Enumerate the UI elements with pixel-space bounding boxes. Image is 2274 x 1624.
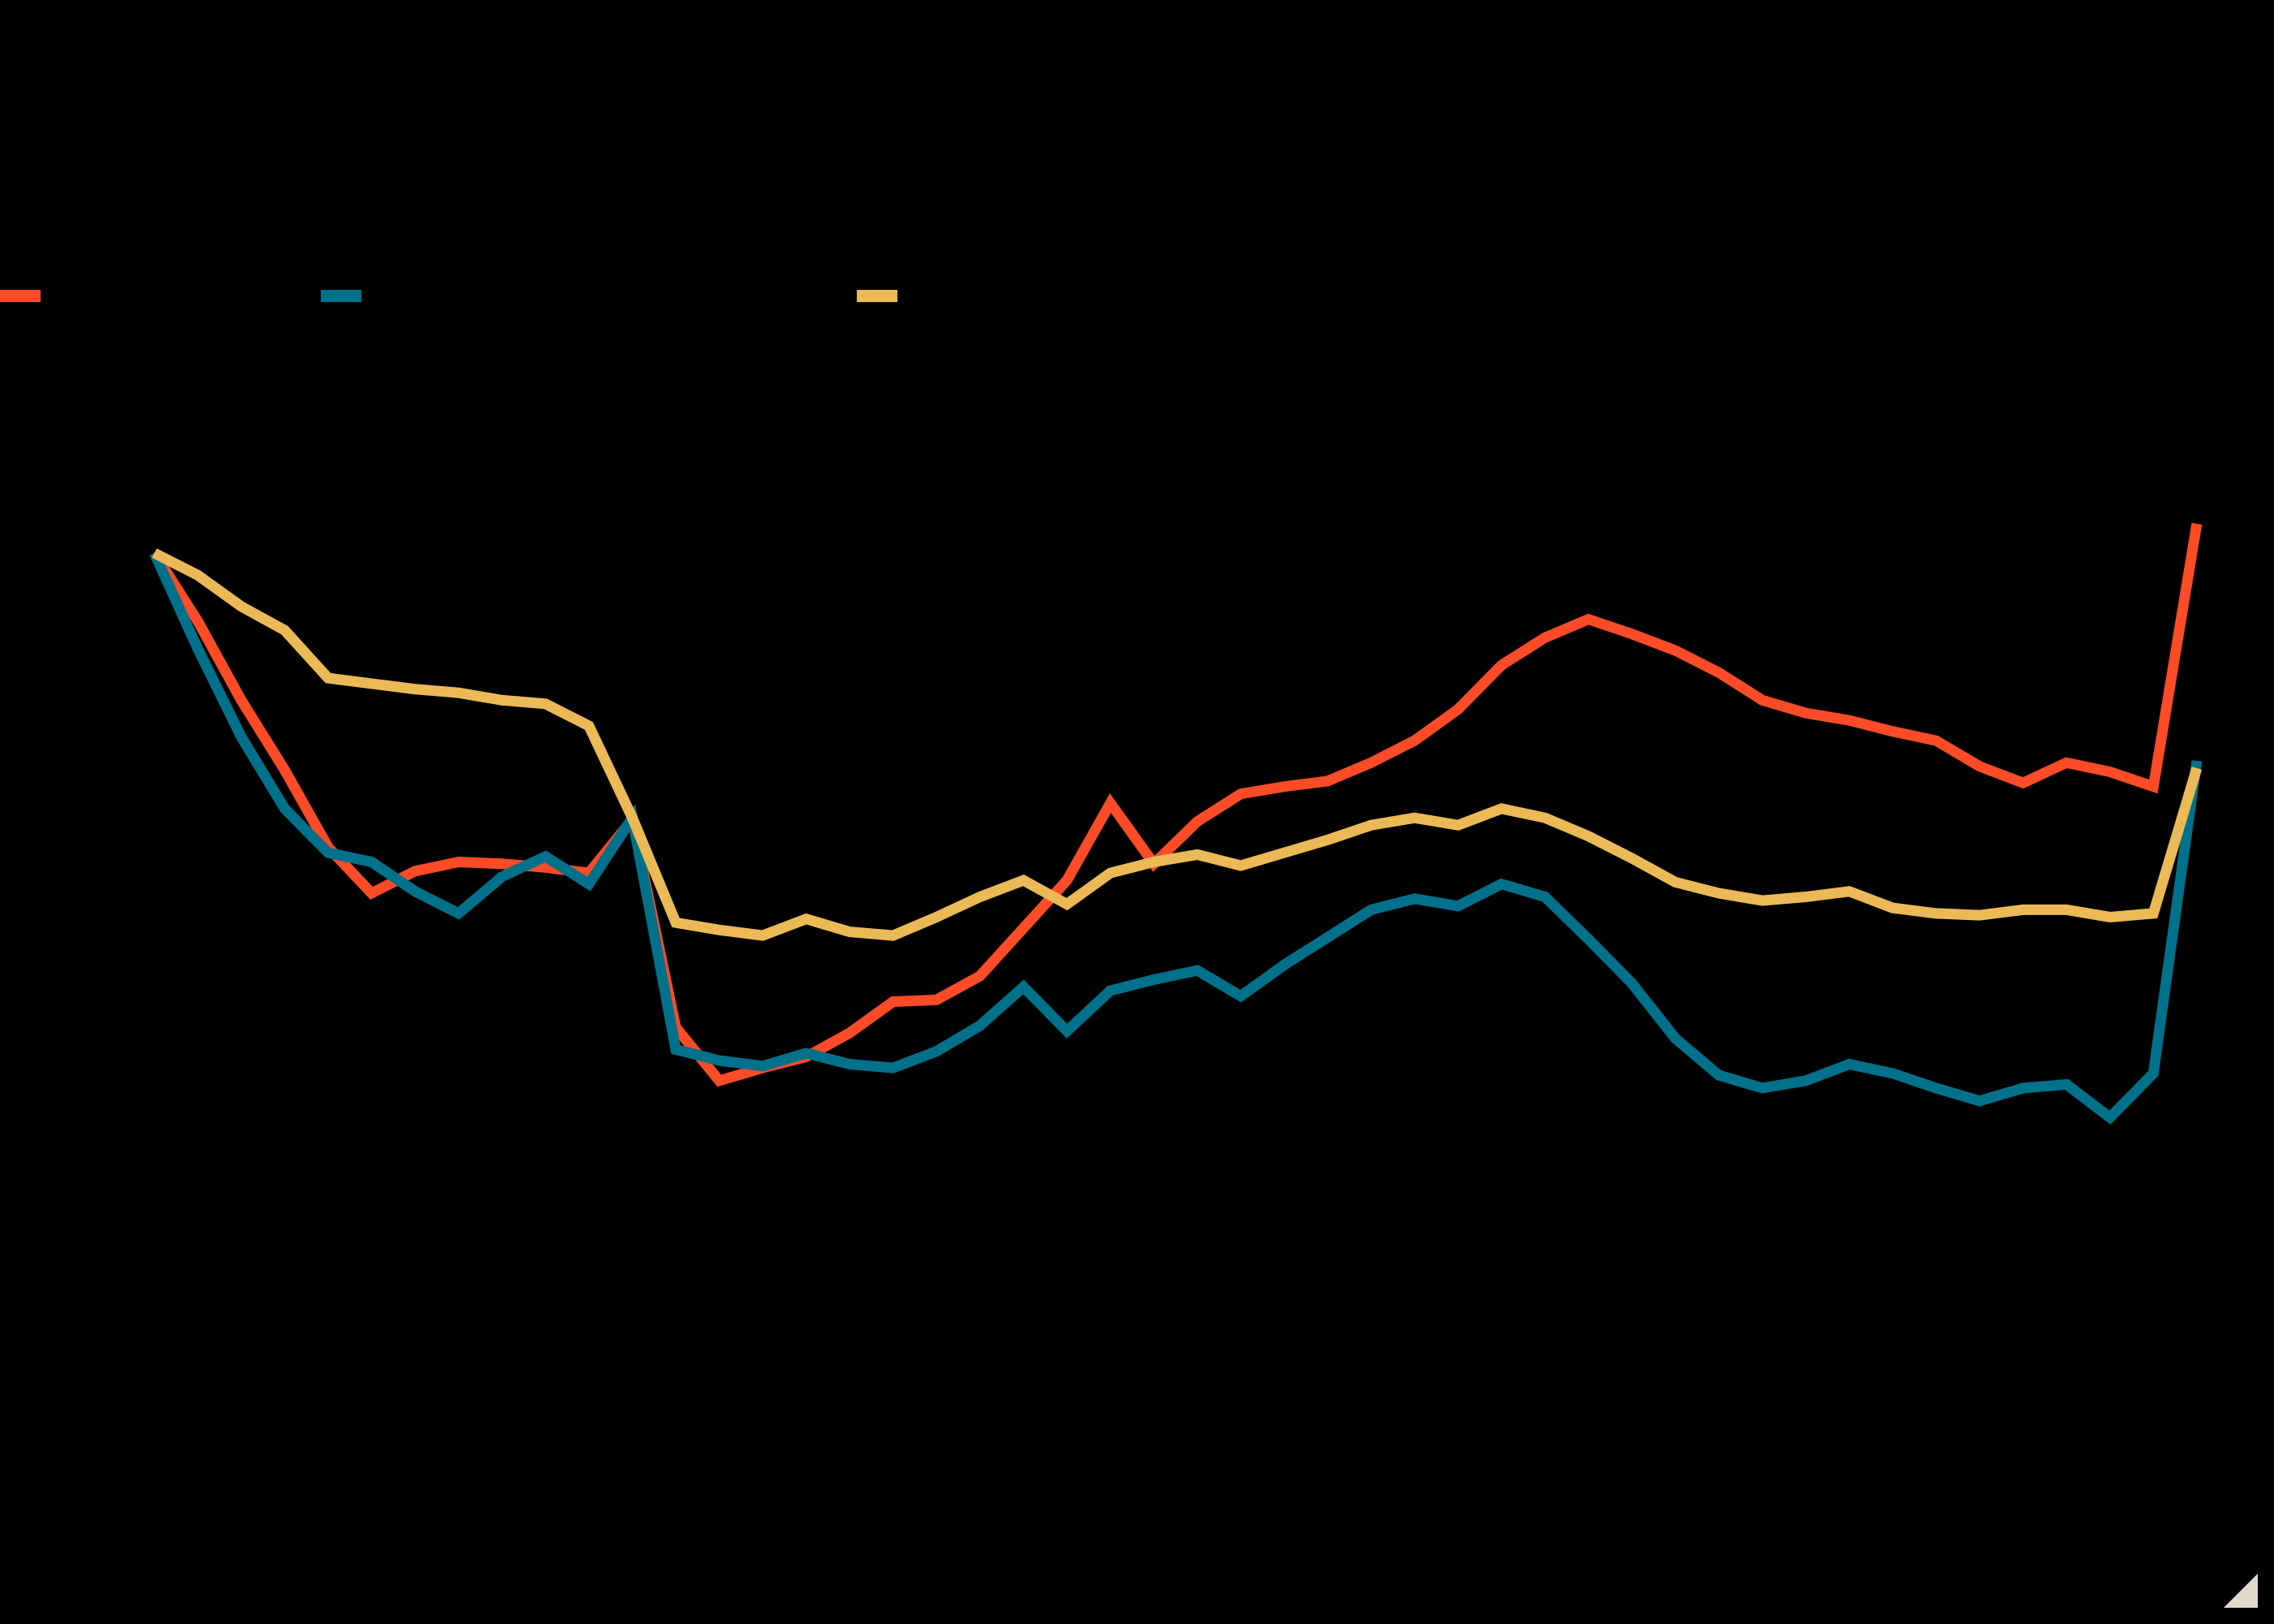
legend-swatch-icon-0: [0, 289, 41, 302]
series-teal: [149, 551, 2203, 1125]
corner-triangle-watermark: [2224, 1574, 2258, 1608]
series-red: [149, 522, 2203, 1087]
legend-swatch-icon-1: [321, 289, 361, 302]
legend-swatch-icon-2: [857, 289, 897, 302]
chart-legend: [0, 273, 2193, 318]
legend-item-0[interactable]: [0, 273, 58, 318]
legend-item-1[interactable]: [321, 273, 379, 318]
series-yellow: [152, 548, 2203, 941]
legend-item-2[interactable]: [857, 273, 915, 318]
series-group: [149, 522, 2203, 1125]
